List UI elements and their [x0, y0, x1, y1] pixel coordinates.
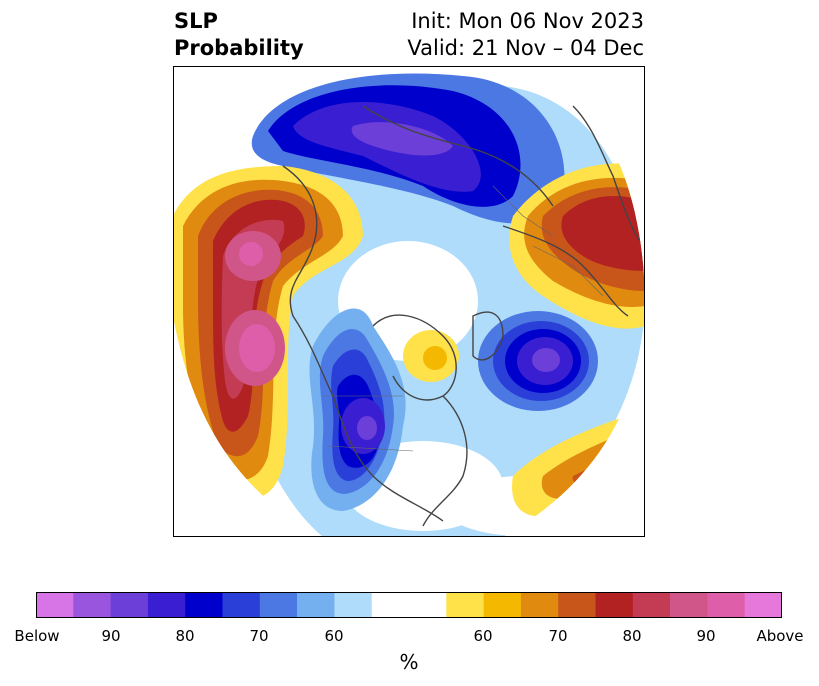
border-line-4	[492, 185, 554, 237]
colorbar-cell	[371, 592, 447, 618]
colorbar-cell	[446, 592, 484, 618]
colorbar-cell	[147, 592, 186, 618]
arctic-low-core	[351, 122, 453, 156]
coastline-east	[422, 395, 468, 527]
colorbar-border	[36, 592, 782, 618]
title-valid-period: Valid: 21 Nov – 04 Dec	[407, 36, 644, 60]
colorbar-cell	[595, 592, 634, 618]
europe-high-inner	[561, 196, 645, 271]
colorbar-cell	[334, 592, 372, 618]
namerica-low-core	[357, 416, 377, 440]
title-variable: SLP	[174, 9, 218, 33]
colorbar	[36, 592, 782, 618]
border-line-3	[532, 245, 604, 297]
pacific-high-core-north-peak	[239, 242, 263, 266]
colorbar-cell	[73, 592, 111, 618]
map-frame-border	[173, 66, 645, 537]
probability-field	[173, 73, 645, 537]
colorbar-tick-label: 60	[473, 627, 493, 645]
colorbar-tick-label: 90	[101, 627, 121, 645]
colorbar-unit-label: %	[399, 650, 419, 674]
polar-map	[173, 66, 645, 537]
political-borders	[323, 185, 604, 452]
colorbar-cell	[483, 592, 522, 618]
colorbar-tick-label: 70	[249, 627, 269, 645]
coastline-hudson	[372, 314, 457, 401]
title-init-date: Init: Mon 06 Nov 2023	[411, 9, 644, 33]
colorbar-cell	[36, 592, 74, 618]
coastline-europe	[502, 225, 629, 317]
colorbar-cell	[632, 592, 671, 618]
colorbar-tick-label: 80	[175, 627, 195, 645]
coastline-arctic	[362, 105, 554, 207]
colorbar-cells	[36, 592, 782, 618]
colorbar-cell	[520, 592, 559, 618]
colorbar-cell	[110, 592, 149, 618]
atlantic-low-core	[532, 348, 560, 372]
pacific-high-core-south-peak	[239, 324, 275, 372]
colorbar-cell	[558, 592, 596, 618]
coastline-greenland	[472, 311, 504, 361]
coastline-asia	[572, 105, 645, 247]
border-line-2	[327, 445, 414, 452]
hudson-high-core	[423, 346, 447, 370]
colorbar-cell	[297, 592, 335, 618]
colorbar-tick-label: 60	[324, 627, 344, 645]
coastline-west	[282, 165, 444, 522]
colorbar-tick-label: 90	[696, 627, 716, 645]
colorbar-cell	[259, 592, 298, 618]
colorbar-cell	[185, 592, 223, 618]
colorbar-cell	[744, 592, 782, 618]
colorbar-tick-label: 70	[548, 627, 568, 645]
colorbar-tick-label: Below	[14, 627, 60, 645]
colorbar-cell	[707, 592, 745, 618]
colorbar-tick-label: 80	[622, 627, 642, 645]
colorbar-cell	[670, 592, 708, 618]
colorbar-tick-label: Above	[756, 627, 804, 645]
colorbar-cell	[222, 592, 261, 618]
coastlines	[282, 105, 645, 527]
title-probability: Probability	[174, 36, 304, 60]
